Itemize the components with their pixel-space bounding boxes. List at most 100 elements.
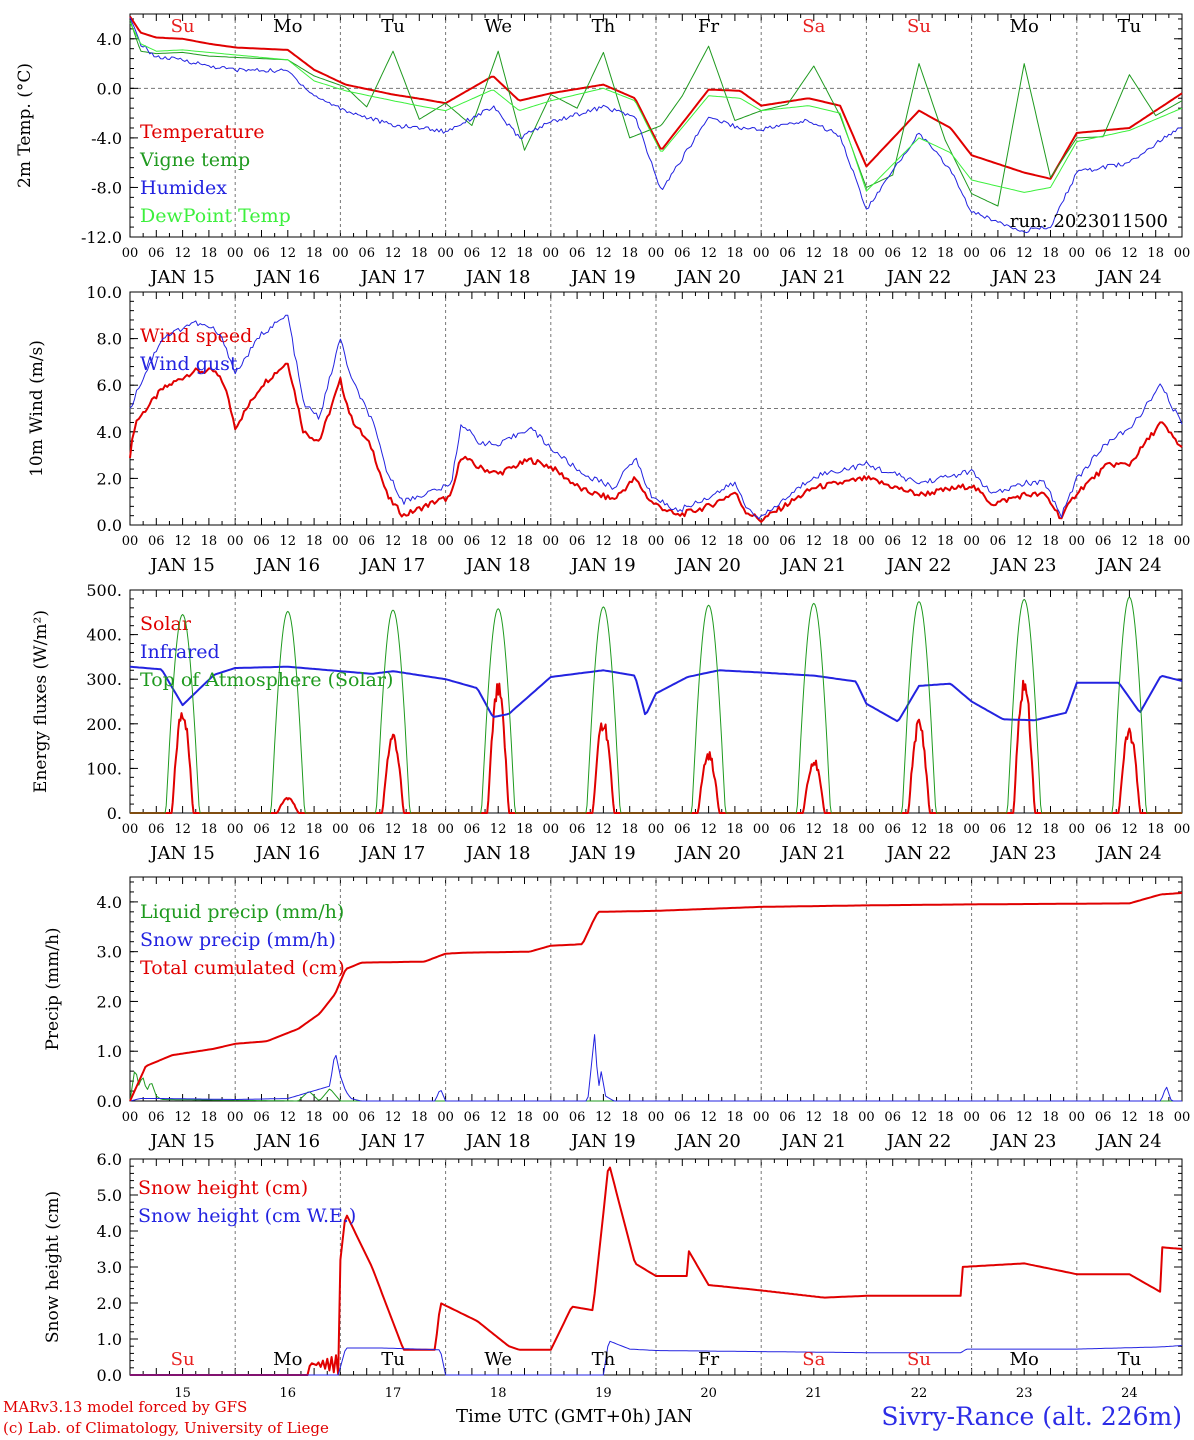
weekday-label-top: Mo bbox=[1010, 16, 1039, 37]
hour-label: 12 bbox=[280, 822, 297, 837]
hour-label: 12 bbox=[174, 1110, 191, 1125]
series-line bbox=[130, 596, 1182, 814]
hour-label: 06 bbox=[148, 534, 165, 549]
date-label: JAN 16 bbox=[254, 1131, 321, 1152]
series-line bbox=[129, 314, 1183, 520]
hour-label: 06 bbox=[990, 246, 1007, 261]
y-tick-label: 8.0 bbox=[97, 330, 122, 349]
date-label: JAN 18 bbox=[464, 1131, 531, 1152]
hour-label: 18 bbox=[516, 1110, 533, 1125]
y-tick-label: 300. bbox=[86, 670, 122, 689]
hour-label: 06 bbox=[990, 1110, 1007, 1125]
legend-entry: Temperature bbox=[140, 121, 264, 143]
hour-label: 00 bbox=[543, 534, 560, 549]
legend-entry: Wind speed bbox=[140, 325, 252, 347]
hour-label: 12 bbox=[385, 534, 402, 549]
hour-label: 18 bbox=[621, 822, 638, 837]
hour-label: 06 bbox=[253, 534, 270, 549]
date-label: JAN 19 bbox=[569, 843, 636, 864]
model-credit: MARv3.13 model forced by GFS bbox=[3, 1398, 248, 1416]
lab-credit: (c) Lab. of Climatology, University of L… bbox=[3, 1419, 329, 1437]
day-number: 21 bbox=[806, 1386, 823, 1398]
date-label: JAN 23 bbox=[990, 1131, 1057, 1152]
hour-label: 00 bbox=[332, 822, 349, 837]
hour-label: 00 bbox=[1069, 1110, 1086, 1125]
weekday-label-bottom: Tu bbox=[1118, 1349, 1142, 1370]
panel-frame bbox=[129, 589, 1183, 814]
date-label: JAN 15 bbox=[148, 555, 215, 576]
y-tick-label: 2.0 bbox=[97, 1294, 122, 1313]
date-label: JAN 20 bbox=[674, 843, 741, 864]
hour-label: 06 bbox=[253, 1110, 270, 1125]
hour-label: 00 bbox=[1069, 246, 1086, 261]
hour-label: 12 bbox=[595, 1110, 612, 1125]
station-label: Sivry-Rance (alt. 226m) bbox=[881, 1402, 1182, 1431]
date-label: JAN 22 bbox=[885, 843, 952, 864]
hour-label: 00 bbox=[1174, 822, 1191, 837]
hour-label: 12 bbox=[911, 1110, 928, 1125]
hour-label: 12 bbox=[700, 534, 717, 549]
hour-label: 18 bbox=[411, 822, 428, 837]
date-label: JAN 19 bbox=[569, 267, 636, 288]
weekday-label-bottom: Fr bbox=[698, 1349, 719, 1370]
y-axis-label: 10m Wind (m/s) bbox=[27, 340, 47, 477]
series-wind-speed bbox=[129, 362, 1183, 523]
hour-label: 00 bbox=[122, 534, 139, 549]
date-label: JAN 20 bbox=[674, 267, 741, 288]
hour-label: 12 bbox=[280, 534, 297, 549]
date-label: JAN 20 bbox=[674, 1131, 741, 1152]
hour-label: 12 bbox=[174, 246, 191, 261]
hour-label: 18 bbox=[621, 1110, 638, 1125]
date-label: JAN 23 bbox=[990, 555, 1057, 576]
y-tick-label: 200. bbox=[86, 715, 122, 734]
series-dewpoint-temp bbox=[129, 22, 1183, 193]
hour-label: 18 bbox=[306, 822, 323, 837]
hour-label: 00 bbox=[437, 1110, 454, 1125]
hour-label: 18 bbox=[306, 1110, 323, 1125]
hour-label: 18 bbox=[832, 246, 849, 261]
date-label: JAN 17 bbox=[359, 555, 426, 576]
hour-label: 06 bbox=[569, 246, 586, 261]
hour-label: 12 bbox=[806, 1110, 823, 1125]
day-number: 24 bbox=[1121, 1386, 1138, 1398]
hour-label: 18 bbox=[832, 822, 849, 837]
hour-label: 18 bbox=[411, 1110, 428, 1125]
hour-label: 12 bbox=[490, 1110, 507, 1125]
hour-label: 06 bbox=[779, 534, 796, 549]
run-label: run: 2023011500 bbox=[1010, 211, 1168, 232]
hour-label: 06 bbox=[990, 534, 1007, 549]
y-axis-label: 2m Temp. (°C) bbox=[15, 63, 35, 188]
hour-label: 00 bbox=[227, 534, 244, 549]
y-tick-label: 4.0 bbox=[97, 1222, 122, 1241]
legend-entry: Wind gust bbox=[140, 353, 238, 375]
hour-label: 12 bbox=[1016, 534, 1033, 549]
hour-label: 00 bbox=[332, 246, 349, 261]
series-line bbox=[129, 1034, 1182, 1102]
hour-label: 12 bbox=[806, 822, 823, 837]
hour-label: 06 bbox=[779, 1110, 796, 1125]
day-number: 22 bbox=[911, 1386, 928, 1398]
hour-label: 12 bbox=[1016, 1110, 1033, 1125]
weekday-label-bottom: Su bbox=[171, 1349, 195, 1370]
legend-entry: DewPoint Temp bbox=[140, 205, 291, 227]
series-line bbox=[129, 20, 1183, 207]
hour-label: 00 bbox=[963, 822, 980, 837]
y-axis-label: Energy fluxes (W/m²) bbox=[31, 610, 51, 793]
hour-label: 18 bbox=[832, 1110, 849, 1125]
x-axis-title: Time UTC (GMT+0h) JAN bbox=[456, 1406, 693, 1427]
date-label: JAN 15 bbox=[148, 843, 215, 864]
hour-label: 06 bbox=[674, 1110, 691, 1125]
date-label: JAN 24 bbox=[1095, 1131, 1162, 1152]
weekday-label-top: Tu bbox=[1118, 16, 1142, 37]
hour-label: 06 bbox=[1095, 822, 1112, 837]
series-total-cumulated-cm- bbox=[129, 891, 1183, 1102]
hour-label: 12 bbox=[1121, 534, 1138, 549]
hour-label: 06 bbox=[1095, 1110, 1112, 1125]
series-line bbox=[129, 22, 1183, 193]
hour-label: 06 bbox=[884, 1110, 901, 1125]
hour-label: 12 bbox=[174, 822, 191, 837]
hour-label: 00 bbox=[858, 1110, 875, 1125]
date-label: JAN 15 bbox=[148, 267, 215, 288]
hour-label: 18 bbox=[621, 246, 638, 261]
hour-label: 12 bbox=[806, 534, 823, 549]
